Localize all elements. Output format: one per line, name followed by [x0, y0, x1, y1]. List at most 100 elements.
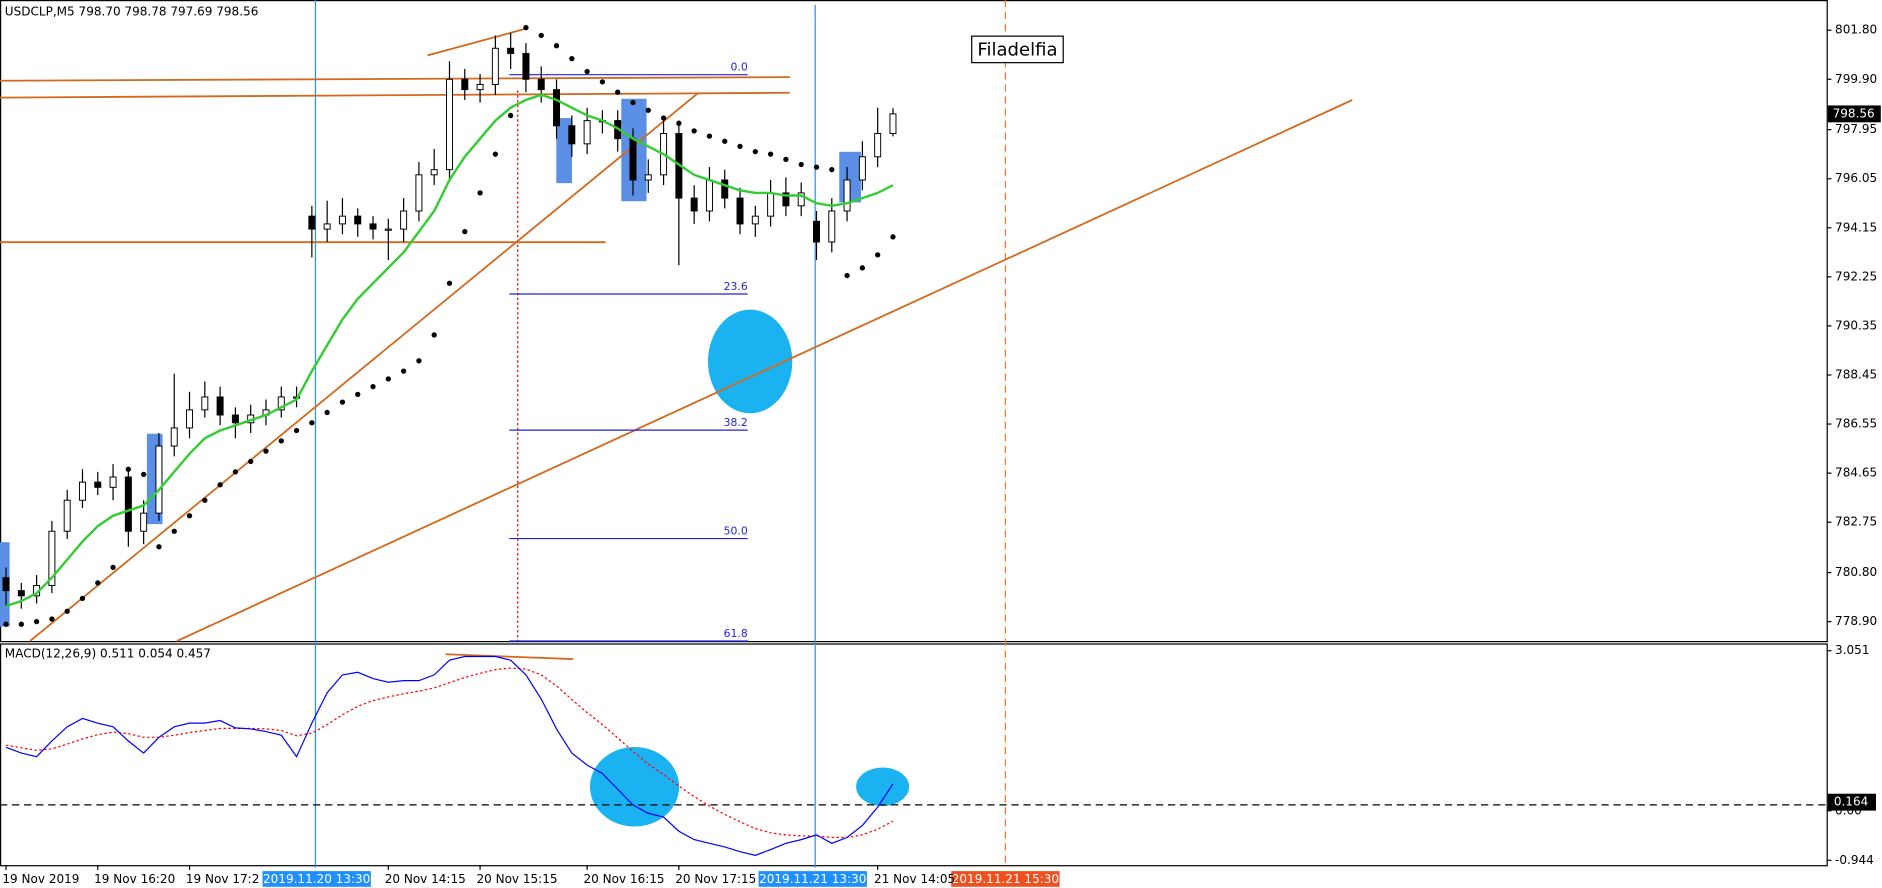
trend-lines: [0, 28, 1353, 660]
y-tick-label: 801.80: [1835, 23, 1877, 37]
x-tick-label: 20 Nov 15:15: [476, 872, 557, 886]
sar-dot: [737, 143, 743, 150]
sar-dot: [859, 265, 866, 271]
candle-body: [751, 215, 759, 225]
trend-line: [0, 76, 790, 82]
vline-label: 2019.11.20 13:30: [263, 872, 370, 886]
price-marker: [1827, 105, 1881, 123]
ellipse: [590, 747, 680, 827]
fib-label: 0.0: [731, 60, 748, 73]
sar-dot: [676, 120, 682, 126]
sar-dot: [202, 497, 208, 503]
sar-dot: [370, 383, 376, 390]
candle-body: [63, 499, 71, 532]
candle-body: [17, 590, 25, 597]
y-tick-label: 796.05: [1835, 171, 1877, 185]
sar-dot: [339, 399, 346, 405]
candle-body: [277, 396, 285, 411]
candle-body: [415, 174, 423, 212]
sar-dot: [355, 391, 361, 398]
sar-dot: [767, 151, 774, 157]
sar-dot: [140, 471, 147, 478]
candle-body: [369, 223, 377, 230]
candle-body: [858, 156, 866, 181]
trend-line: [29, 92, 699, 642]
candle-body: [231, 414, 239, 424]
candle-body: [828, 210, 836, 243]
y-tick-label: 790.35: [1835, 318, 1877, 332]
sar-dot: [49, 616, 55, 622]
sar-dot: [615, 89, 621, 95]
sar-dot: [829, 167, 835, 173]
sar-dot: [523, 24, 529, 31]
sar-dot: [875, 252, 881, 258]
ellipse: [856, 767, 910, 807]
candle-body: [400, 210, 408, 230]
candle-body: [644, 174, 652, 181]
x-tick-label: 20 Nov 16:15: [584, 872, 665, 886]
sar-dot: [798, 161, 804, 168]
candle-body: [889, 113, 897, 135]
vline-label: 2019.11.21 13:30: [759, 872, 866, 886]
sar-dot: [890, 234, 896, 240]
sar-dot: [660, 115, 667, 121]
candle-body: [445, 78, 453, 171]
trend-line: [445, 653, 574, 660]
x-tick-label: 19 Nov 17:2: [186, 872, 259, 886]
sar-dot: [645, 107, 651, 113]
sar-dot: [385, 376, 391, 382]
fib-label: 61.8: [724, 627, 748, 640]
candle-body: [522, 52, 530, 80]
candle-body: [537, 78, 545, 91]
sar-dot: [538, 32, 544, 39]
sar-dot: [110, 564, 116, 571]
sar-dot: [569, 55, 575, 62]
candle-body: [629, 138, 637, 181]
candle-body: [813, 220, 820, 243]
vline-label-box: [262, 871, 371, 887]
macd-signal: [5, 667, 894, 839]
y-tick-label: 799.90: [1835, 72, 1877, 86]
candle-body: [568, 125, 576, 145]
candle-body: [155, 445, 163, 514]
candle-body: [797, 192, 805, 207]
annotation: Filadelfia: [977, 40, 1057, 61]
moving-average: [5, 93, 894, 608]
y-tick-label: 784.65: [1835, 466, 1877, 480]
candle-body: [690, 197, 698, 212]
sar-dot: [125, 466, 132, 472]
y-tick-label: 780.80: [1835, 565, 1877, 579]
sar-dot: [416, 358, 422, 364]
y-tick-label: 797.95: [1835, 122, 1877, 136]
x-tick-label: 20 Nov 14:15: [385, 872, 466, 886]
sar-dot: [446, 280, 453, 286]
sar-dot: [508, 112, 514, 119]
sar-dot: [431, 332, 437, 338]
sar-dot: [309, 420, 315, 426]
x-tick-label: 21 Nov 14:05: [874, 872, 955, 886]
sar-dot: [722, 138, 728, 144]
sar-dot: [462, 229, 468, 235]
candle-body: [461, 78, 469, 91]
price-marker-label: 798.56: [1833, 106, 1875, 120]
sar-dot: [553, 43, 560, 49]
sar-dot: [95, 580, 101, 586]
ellipse: [708, 309, 793, 414]
sar-dot: [33, 618, 40, 625]
candle-body: [430, 169, 438, 176]
y-tick-label: 778.90: [1835, 614, 1877, 628]
macd-marker: [1827, 793, 1876, 811]
sar-dot: [156, 544, 162, 550]
trend-line: [176, 99, 1353, 642]
macd-main: [5, 655, 894, 856]
candle-body: [170, 427, 178, 447]
sar-dot: [477, 190, 483, 196]
sar-dot: [171, 528, 177, 534]
vline-label-box: [758, 871, 867, 887]
candle-body: [201, 396, 209, 411]
sar-dot: [324, 409, 330, 416]
macd-panel: [0, 643, 1828, 867]
sar-dot: [3, 621, 9, 627]
